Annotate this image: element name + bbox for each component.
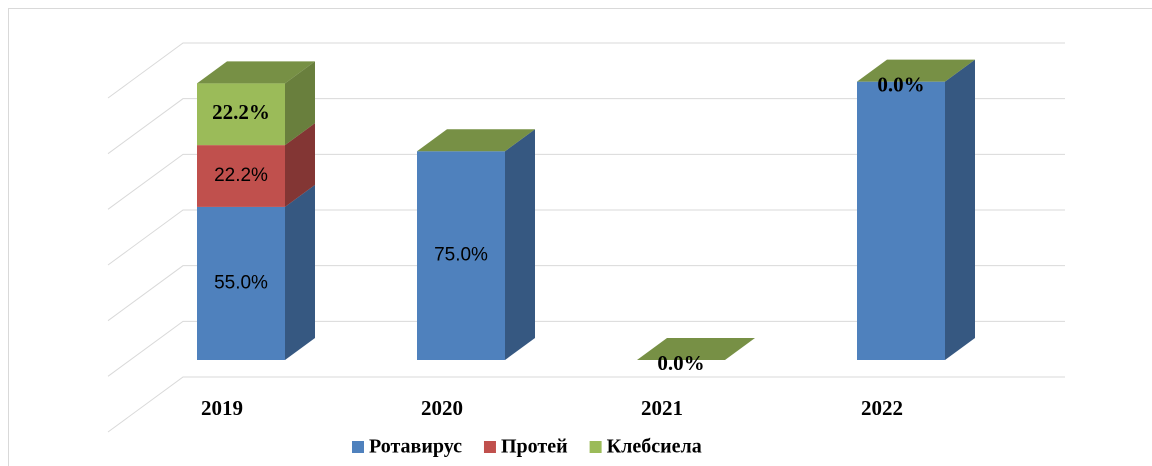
bar-top	[637, 338, 755, 360]
bar-top	[857, 59, 975, 82]
legend-label: Ротавирус	[369, 436, 462, 458]
grid-line	[107, 209, 1065, 266]
data-label: 0.0%	[657, 351, 704, 375]
data-label: 22.2%	[214, 165, 268, 186]
bar-side	[285, 184, 315, 360]
legend-label: Протей	[501, 436, 568, 458]
bar	[197, 145, 285, 207]
data-label: 55.0%	[214, 272, 268, 293]
grid-line	[107, 320, 1065, 377]
bar-side	[285, 123, 315, 207]
legend-swatch	[352, 441, 364, 453]
bar-side	[505, 129, 535, 360]
bar	[197, 206, 285, 360]
data-label: 22.2%	[212, 100, 270, 124]
bar-side	[945, 59, 975, 361]
x-tick-label: 2019	[201, 396, 243, 420]
x-tick-label: 2020	[421, 396, 463, 420]
chart-border	[8, 8, 1152, 466]
data-label: 0.0%	[877, 72, 924, 96]
bar-top	[197, 61, 315, 84]
legend-swatch	[483, 441, 496, 453]
grid-line	[107, 265, 1065, 322]
data-label: 75.0%	[434, 245, 488, 266]
bar-side	[285, 61, 315, 146]
legend-swatch	[589, 441, 602, 453]
grid-line	[107, 153, 1065, 210]
grid-line	[107, 42, 1065, 99]
grid-line	[107, 376, 1065, 433]
x-tick-label: 2022	[861, 396, 903, 420]
grid-line	[107, 98, 1065, 155]
bar	[197, 83, 285, 146]
x-tick-label: 2021	[641, 396, 683, 420]
legend-label: Клебсиела	[607, 436, 702, 458]
bar	[857, 81, 945, 361]
bar-top	[417, 129, 535, 152]
bar	[417, 151, 505, 360]
